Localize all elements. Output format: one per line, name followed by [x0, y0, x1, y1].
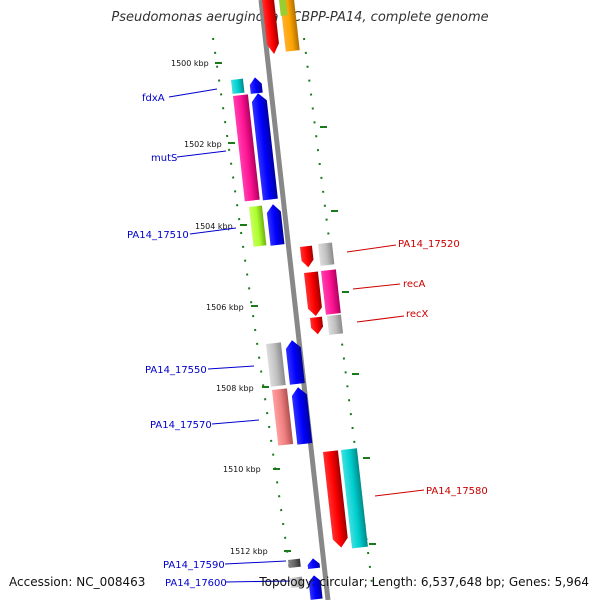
gene-PA14_17590[interactable]: [288, 558, 301, 568]
gene-arrow[interactable]: [321, 269, 341, 315]
kbp-label: 1500 kbp: [171, 59, 209, 68]
gene-label-recX[interactable]: recX: [406, 309, 429, 320]
page-title: Pseudomonas aeruginosa UCBPP-PA14, compl…: [111, 10, 489, 25]
gene-PA14_17600[interactable]: [290, 576, 304, 588]
gene-PA14_17570[interactable]: [272, 388, 294, 446]
gene-label-PA14_17570[interactable]: PA14_17570: [150, 420, 212, 431]
gene-features[interactable]: [231, 0, 368, 600]
gene-mutS[interactable]: [233, 94, 260, 202]
gene-PA14_17580[interactable]: [323, 450, 349, 548]
gene-label-PA14_17580[interactable]: PA14_17580: [426, 486, 488, 497]
gene-arrow[interactable]: [266, 203, 285, 246]
gene-arrow[interactable]: [279, 0, 288, 16]
right-callout-lines: [346, 244, 425, 497]
gene-label-PA14_17550[interactable]: PA14_17550: [145, 365, 207, 376]
gene-arrow[interactable]: [308, 575, 323, 600]
left-guide-line: [212, 37, 294, 593]
gene-arrow[interactable]: [341, 448, 368, 549]
gene-arrow[interactable]: [327, 314, 344, 335]
gene-label-PA14_17600[interactable]: PA14_17600: [165, 578, 227, 589]
left-callout-lines: [168, 88, 291, 583]
gene-arrow[interactable]: [251, 92, 278, 201]
gene-recA[interactable]: [304, 271, 323, 316]
kbp-label: 1510 kbp: [223, 465, 261, 474]
genome-backbone: [258, 0, 331, 600]
gene-label-PA14_17590[interactable]: PA14_17590: [163, 560, 225, 571]
gene-PA14_17520[interactable]: [300, 245, 314, 268]
gene-arrow[interactable]: [262, 0, 280, 55]
scale-ticks: [215, 62, 376, 552]
accession-text: Accession: NC_008463: [9, 575, 146, 589]
gene-recX[interactable]: [310, 316, 324, 335]
kbp-label: 1512 kbp: [230, 547, 268, 556]
gene-arrow[interactable]: [249, 77, 263, 94]
gene-label-mutS[interactable]: mutS: [151, 153, 177, 164]
kbp-label: 1508 kbp: [216, 384, 254, 393]
gene-arrow[interactable]: [307, 558, 321, 569]
kbp-label: 1504 kbp: [195, 222, 233, 231]
gene-label-fdxA[interactable]: fdxA: [142, 93, 165, 104]
genome-summary-text: Topology: circular; Length: 6,537,648 bp…: [259, 575, 589, 589]
kbp-label: 1506 kbp: [206, 303, 244, 312]
gene-label-PA14_17510[interactable]: PA14_17510: [127, 230, 189, 241]
kbp-label: 1502 kbp: [184, 140, 222, 149]
gene-label-recA[interactable]: recA: [403, 279, 426, 290]
gene-arrow[interactable]: [291, 386, 313, 445]
gene-arrow[interactable]: [318, 242, 335, 266]
gene-PA14_17510[interactable]: [249, 205, 267, 247]
gene-arrow[interactable]: [285, 339, 305, 385]
gene-fdxA[interactable]: [231, 78, 245, 94]
gene-label-PA14_17520[interactable]: PA14_17520: [398, 239, 460, 250]
gene-PA14_17550[interactable]: [266, 342, 286, 387]
